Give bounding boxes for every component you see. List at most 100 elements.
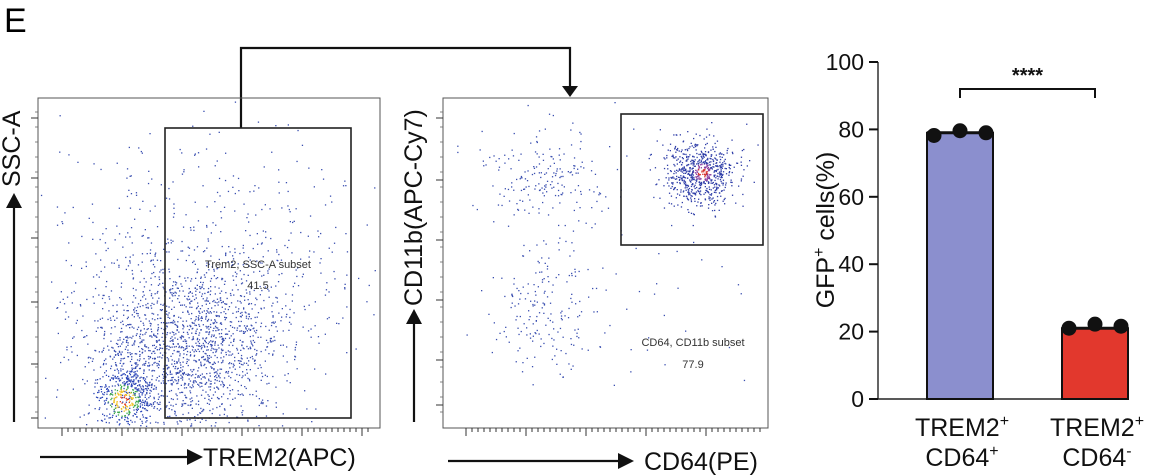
event-dot xyxy=(282,355,284,357)
event-dot xyxy=(251,325,253,327)
event-dot xyxy=(545,186,547,188)
event-dot xyxy=(253,330,256,332)
event-dot xyxy=(720,170,722,172)
event-dot xyxy=(144,362,147,364)
event-dot xyxy=(535,332,537,335)
event-dot xyxy=(163,248,165,250)
event-dot xyxy=(672,183,674,185)
event-dot xyxy=(715,154,717,156)
event-dot xyxy=(114,394,117,396)
event-dot xyxy=(199,291,201,293)
event-dot xyxy=(267,342,269,344)
event-dot xyxy=(131,383,133,385)
event-dot xyxy=(198,166,200,168)
event-dot xyxy=(282,413,284,415)
event-dot xyxy=(558,148,561,150)
event-dot xyxy=(560,315,563,317)
event-dot xyxy=(133,311,136,313)
event-dot xyxy=(521,177,523,179)
event-dot xyxy=(134,371,136,373)
event-dot xyxy=(127,316,129,318)
event-dot xyxy=(159,347,161,349)
event-dot xyxy=(132,254,134,256)
event-dot xyxy=(217,398,220,400)
event-dot xyxy=(206,262,208,264)
event-dot xyxy=(719,173,721,175)
event-dot xyxy=(111,403,113,405)
event-dot xyxy=(503,195,505,197)
event-dot xyxy=(182,328,184,330)
event-dot xyxy=(103,334,105,336)
event-dot xyxy=(653,196,655,199)
event-dot xyxy=(504,162,506,164)
event-dot xyxy=(300,258,302,260)
event-dot xyxy=(245,289,247,291)
event-dot xyxy=(738,185,740,187)
event-dot xyxy=(251,355,253,358)
event-dot xyxy=(197,268,199,270)
event-dot xyxy=(216,371,218,373)
event-dot xyxy=(135,408,137,411)
event-dot xyxy=(101,317,104,319)
event-dot xyxy=(182,347,185,349)
event-dot xyxy=(733,166,735,168)
event-dot xyxy=(520,330,522,333)
event-dot xyxy=(141,352,143,354)
event-dot xyxy=(259,270,261,272)
event-dot xyxy=(727,147,729,150)
event-dot xyxy=(249,293,251,295)
event-dot xyxy=(681,169,683,171)
event-dot xyxy=(278,181,280,183)
event-dot xyxy=(232,279,235,281)
event-dot xyxy=(139,403,142,405)
event-dot xyxy=(286,313,288,316)
event-dot xyxy=(714,215,716,217)
event-dot xyxy=(137,313,139,315)
event-dot xyxy=(699,186,702,189)
event-dot xyxy=(700,164,702,166)
event-dot xyxy=(210,277,213,280)
event-dot xyxy=(746,123,748,125)
event-dot xyxy=(216,396,219,399)
event-dot xyxy=(248,221,250,223)
event-dot xyxy=(171,363,173,365)
event-dot xyxy=(701,170,703,172)
event-dot xyxy=(681,201,683,204)
event-dot xyxy=(201,382,203,384)
event-dot xyxy=(300,231,302,234)
event-dot xyxy=(210,380,212,382)
event-dot xyxy=(334,278,336,280)
event-dot xyxy=(129,260,131,262)
event-dot xyxy=(212,351,214,354)
event-dot xyxy=(252,247,254,250)
event-dot xyxy=(296,368,298,370)
event-dot xyxy=(538,156,540,158)
event-dot xyxy=(193,382,195,384)
event-dot xyxy=(145,346,147,348)
event-dot xyxy=(713,174,715,176)
event-dot xyxy=(125,394,128,396)
event-dot xyxy=(192,338,195,340)
event-dot xyxy=(701,205,703,207)
event-dot xyxy=(184,340,186,343)
event-dot xyxy=(127,310,129,312)
event-dot xyxy=(709,199,711,201)
event-dot xyxy=(695,179,697,181)
event-dot xyxy=(132,415,134,417)
event-dot xyxy=(540,176,542,179)
event-dot xyxy=(649,169,651,171)
event-dot xyxy=(150,259,153,261)
event-dot xyxy=(723,154,725,156)
event-dot xyxy=(155,421,157,423)
event-dot xyxy=(176,325,179,328)
event-dot xyxy=(194,201,196,203)
event-dot xyxy=(535,185,537,187)
event-dot xyxy=(57,307,59,309)
event-dot xyxy=(714,170,716,172)
event-dot xyxy=(56,307,58,309)
event-dot xyxy=(513,214,515,216)
event-dot xyxy=(177,380,180,382)
event-dot xyxy=(179,392,181,394)
event-dot xyxy=(135,363,137,365)
event-dot xyxy=(256,316,258,318)
